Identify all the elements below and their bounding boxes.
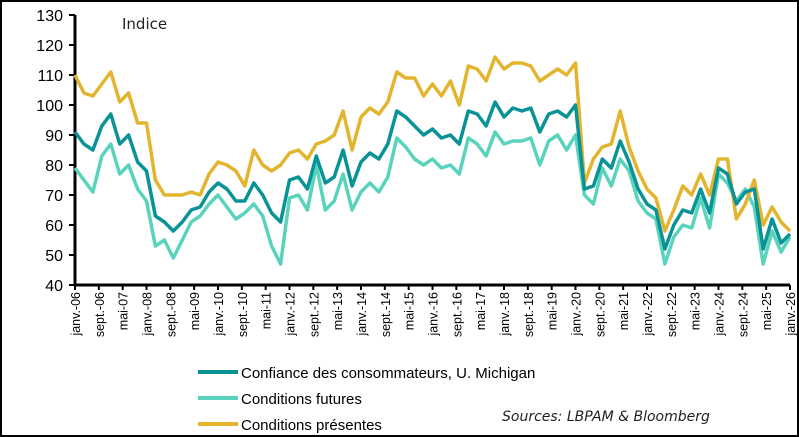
x-axis: janv.-06 sept.-06 mai-07 janv.-08 sept.-08 ma… — [69, 283, 798, 337]
y-tick-label: 120 — [36, 38, 63, 55]
x-tick-label: janv.-10 — [212, 292, 226, 337]
y-tick-label: 110 — [37, 68, 63, 85]
x-tick-label: janv.-06 — [69, 292, 83, 337]
x-tick-label: sept.-12 — [307, 292, 321, 337]
x-tick-label: mai-11 — [260, 292, 274, 329]
y-tick-label: 40 — [45, 278, 63, 295]
series-line-2 — [73, 130, 792, 266]
y-axis: 40 50 60 70 80 90 100 110 120 130 — [36, 8, 77, 295]
x-tick-label: mai-19 — [546, 292, 560, 330]
legend-label-present: Conditions présentes — [241, 417, 382, 434]
x-tick-label: janv.-22 — [641, 292, 655, 337]
x-tick-label: janv.-14 — [355, 292, 369, 337]
x-tick-label: mai-17 — [474, 292, 488, 330]
y-tick-label: 130 — [36, 8, 63, 25]
x-tick-label: janv.-18 — [498, 292, 512, 337]
legend-label-future: Conditions futures — [241, 391, 362, 408]
x-tick-label: janv.-16 — [427, 292, 441, 337]
y-tick-label: 70 — [45, 188, 63, 205]
y-tick-label: 80 — [45, 158, 63, 175]
series-lines — [73, 55, 792, 266]
x-tick-label: sept.-10 — [236, 292, 250, 337]
source-note: Sources: LBPAM & Bloomberg — [502, 409, 710, 425]
y-tick-label: 50 — [45, 248, 63, 265]
x-tick-label: sept.-08 — [164, 292, 178, 337]
x-tick-label: mai-13 — [331, 292, 345, 330]
x-tick-label: mai-25 — [760, 292, 774, 330]
x-tick-label: sept.-22 — [665, 292, 679, 337]
x-tick-label: sept.-24 — [736, 292, 750, 337]
x-tick-label: janv.-08 — [141, 292, 155, 337]
unit-label: Indice — [122, 15, 167, 33]
x-tick-label: sept.-06 — [93, 292, 107, 337]
x-tick-label: mai-15 — [403, 292, 417, 330]
x-tick-label: janv.-20 — [570, 292, 584, 337]
series-line-1 — [73, 100, 792, 251]
x-tick-label: sept.-18 — [522, 292, 536, 337]
x-tick-label: sept.-20 — [593, 292, 607, 337]
y-tick-label: 100 — [36, 98, 63, 115]
x-tick-label: janv.-24 — [713, 292, 727, 337]
x-tick-label: sept.-16 — [450, 292, 464, 337]
x-tick-label: mai-21 — [617, 292, 631, 330]
x-tick-label: janv.-26 — [784, 292, 798, 337]
x-tick-label: janv.-12 — [284, 292, 298, 337]
y-tick-label: 90 — [45, 128, 63, 145]
series-line-3 — [73, 55, 792, 233]
x-tick-label: mai-09 — [188, 292, 202, 330]
legend-label-sentiment: Confiance des consommateurs, U. Michigan — [241, 365, 535, 382]
y-tick-label: 60 — [45, 218, 63, 235]
legend: Confiance des consommateurs, U. Michigan… — [198, 365, 535, 434]
x-tick-label: mai-07 — [117, 292, 131, 330]
x-tick-label: mai-23 — [689, 292, 703, 330]
x-tick-label: sept.-14 — [379, 292, 393, 337]
